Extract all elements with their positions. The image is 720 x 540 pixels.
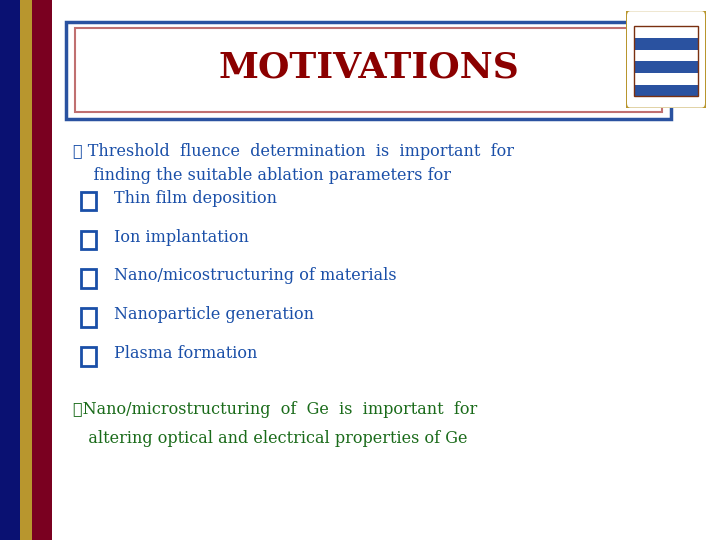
Text: Plasma formation: Plasma formation (114, 345, 258, 362)
Bar (32, 0, 52, 540)
Bar (634, 38, 698, 50)
FancyBboxPatch shape (81, 269, 96, 288)
FancyBboxPatch shape (66, 22, 671, 119)
Text: finding the suitable ablation parameters for: finding the suitable ablation parameters… (73, 167, 451, 184)
Bar (0, 0, 20, 540)
Bar (634, 85, 698, 96)
Text: ❖ Threshold  fluence  determination  is  important  for: ❖ Threshold fluence determination is imp… (73, 143, 515, 160)
FancyBboxPatch shape (75, 28, 662, 112)
FancyBboxPatch shape (81, 308, 96, 327)
Text: Nanoparticle generation: Nanoparticle generation (114, 306, 315, 323)
FancyBboxPatch shape (81, 231, 96, 249)
Bar (634, 73, 698, 85)
Text: altering optical and electrical properties of Ge: altering optical and electrical properti… (73, 430, 468, 447)
Text: ❖Nano/microstructuring  of  Ge  is  important  for: ❖Nano/microstructuring of Ge is importan… (73, 401, 477, 417)
Bar (634, 50, 698, 62)
Bar (634, 62, 698, 73)
Text: MOTIVATIONS: MOTIVATIONS (218, 51, 519, 84)
Bar (634, 26, 698, 38)
Text: Nano/micostructuring of materials: Nano/micostructuring of materials (114, 267, 397, 285)
FancyBboxPatch shape (81, 192, 96, 210)
FancyBboxPatch shape (626, 10, 706, 109)
Bar (20, 0, 32, 540)
FancyBboxPatch shape (81, 347, 96, 366)
Bar (634, 26, 698, 96)
Text: Thin film deposition: Thin film deposition (114, 190, 277, 207)
Text: Ion implantation: Ion implantation (114, 228, 249, 246)
